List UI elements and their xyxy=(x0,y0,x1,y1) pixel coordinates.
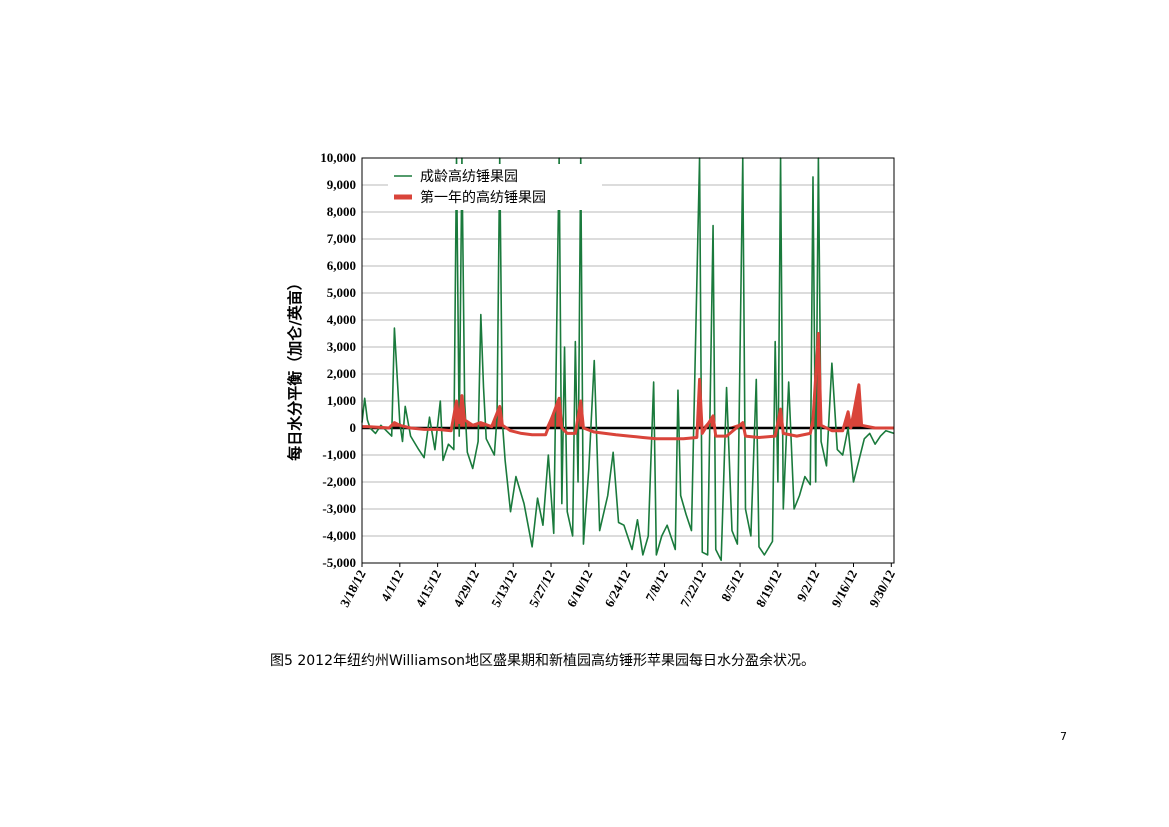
x-tick-label: 5/13/12 xyxy=(488,567,520,609)
y-tick-label: -2,000 xyxy=(322,474,356,489)
x-tick-label: 5/27/12 xyxy=(526,567,558,609)
figure-caption: 图5 2012年纽约州Williamson地区盛果期和新植园高纺锤形苹果园每日水… xyxy=(270,653,816,669)
y-tick-label: 10,000 xyxy=(320,150,356,165)
x-tick-label: 6/24/12 xyxy=(601,567,633,609)
plot-border xyxy=(361,157,895,564)
y-axis-label: 每日水分平衡（加仑/英亩） xyxy=(286,275,304,460)
series-young-orchard-line xyxy=(362,332,894,441)
x-tick-label: 6/10/12 xyxy=(564,567,596,609)
series-mature-orchard-line xyxy=(361,157,895,562)
y-tick-label: 5,000 xyxy=(327,285,356,300)
legend-box xyxy=(388,164,602,210)
x-tick-label: 8/19/12 xyxy=(753,567,785,609)
legend-label-young: 第一年的高纺锤果园 xyxy=(420,189,546,206)
grid-lines xyxy=(361,157,895,564)
x-tick-label: 9/30/12 xyxy=(866,567,898,609)
water-balance-chart: -5,000 -4,000 -3,000 -2,000 -1,000 0 1,000 2,00… xyxy=(286,150,898,609)
x-tick-label: 8/5/12 xyxy=(718,567,747,603)
y-tick-label: 3,000 xyxy=(327,339,356,354)
y-tick-label: -4,000 xyxy=(322,528,356,543)
legend-label-mature: 成龄高纺锤果园 xyxy=(420,168,518,185)
page-number: 7 xyxy=(1060,730,1067,743)
y-tick-label: 4,000 xyxy=(327,312,356,327)
plot-frame xyxy=(361,157,895,564)
plot-area xyxy=(361,157,895,564)
y-tick-label: -3,000 xyxy=(322,501,356,516)
y-tick-label: -5,000 xyxy=(322,555,356,570)
y-tick-label: 7,000 xyxy=(327,231,356,246)
y-tick-label: 0 xyxy=(350,420,357,435)
x-tick-label: 9/16/12 xyxy=(828,567,860,609)
x-tick-label: 4/15/12 xyxy=(412,567,444,609)
x-tick-label: 4/29/12 xyxy=(450,567,482,609)
y-tick-label: 8,000 xyxy=(327,204,356,219)
y-tick-label: 1,000 xyxy=(327,393,356,408)
x-tick-label: 3/18/12 xyxy=(337,567,369,609)
y-tick-label: 9,000 xyxy=(327,177,356,192)
x-tick-label: 7/22/12 xyxy=(677,567,709,609)
x-tick-label: 4/1/12 xyxy=(378,567,407,603)
y-tick-label: -1,000 xyxy=(322,447,356,462)
y-tick-label: 2,000 xyxy=(327,366,356,381)
x-axis-ticks: 3/18/12 4/1/12 4/15/12 4/29/12 5/13/12 5/27/1… xyxy=(337,563,898,609)
x-tick-label: 9/2/12 xyxy=(793,567,822,603)
y-tick-label: 6,000 xyxy=(327,258,356,273)
x-tick-label: 7/8/12 xyxy=(642,567,671,603)
y-axis-ticks: -5,000 -4,000 -3,000 -2,000 -1,000 0 1,000 2,00… xyxy=(320,150,356,570)
